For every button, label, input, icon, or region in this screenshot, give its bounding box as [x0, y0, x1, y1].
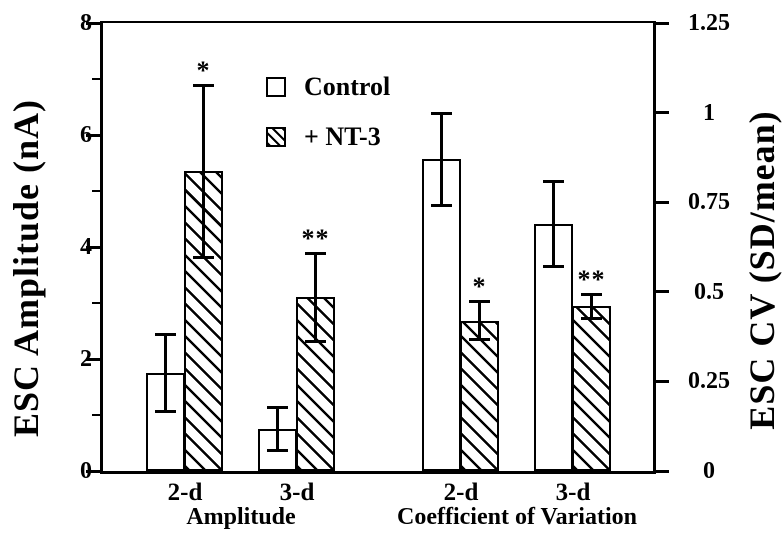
- right-axis-tick-label: 0.75: [688, 189, 730, 216]
- left-axis-tick-label: 2: [80, 346, 92, 372]
- error-bar-cap-bottom-amplitude-3-d-nt-3: [305, 340, 326, 344]
- plot-area: 0 2 4 6 8 0 0.25 0.5 0.75 1 1.25 * ** * **: [80, 11, 730, 483]
- x-section-label-coefficient-of-variation: Coefficient of Variation: [397, 504, 637, 530]
- significance-marker-amplitude-3-d-nt-3: **: [301, 223, 330, 253]
- bar-coefficient-of-variation-2-d-control: [422, 159, 461, 471]
- right-axis-tick: [656, 379, 669, 383]
- bar-coefficient-of-variation-3-d-nt-3: [572, 306, 611, 471]
- x-group-label-coefficient-of-variation-2-d: 2-d: [443, 479, 479, 506]
- x-section-label-amplitude: Amplitude: [186, 504, 296, 530]
- hatched-square-swatch-icon: [266, 127, 286, 147]
- legend: Control + NT-3: [266, 74, 390, 150]
- error-bar-line-coefficient-of-variation-2-d-control: [440, 112, 443, 206]
- significance-marker-amplitude-2-d-nt-3: *: [196, 55, 211, 85]
- left-axis-tick-label: 6: [80, 122, 92, 148]
- right-axis-tick-label: 1: [703, 99, 715, 126]
- error-bar-line-amplitude-3-d-nt-3: [314, 252, 317, 343]
- right-axis-tick-label: 0.5: [694, 278, 724, 305]
- legend-item-control: Control: [266, 74, 390, 100]
- right-axis-title-text: ESC CV (SD/mean): [742, 110, 782, 430]
- error-bar-line-coefficient-of-variation-2-d-nt-3: [478, 300, 481, 341]
- left-axis-minor-tick: [92, 301, 100, 305]
- error-bar-cap-bottom-coefficient-of-variation-2-d-nt-3: [469, 338, 490, 342]
- error-bar-cap-top-amplitude-3-d-nt-3: [305, 251, 326, 255]
- left-axis-major-tick: [86, 133, 100, 137]
- legend-label-nt3: + NT-3: [304, 122, 381, 151]
- error-bar-line-amplitude-3-d-control: [276, 406, 279, 452]
- x-group-label-coefficient-of-variation-3-d: 3-d: [555, 479, 591, 506]
- error-bar-cap-top-coefficient-of-variation-3-d-nt-3: [581, 292, 602, 296]
- error-bar-cap-bottom-amplitude-3-d-control: [267, 449, 288, 453]
- left-axis-minor-tick: [92, 413, 100, 417]
- right-axis-tick-label: 1.25: [688, 10, 730, 36]
- x-group-label-amplitude-2-d: 2-d: [167, 479, 203, 506]
- error-bar-cap-bottom-coefficient-of-variation-2-d-control: [431, 203, 452, 207]
- right-axis-tick: [656, 469, 669, 473]
- right-axis-tick: [656, 200, 669, 204]
- significance-marker-coefficient-of-variation-2-d-nt-3: *: [472, 271, 487, 301]
- error-bar-cap-top-amplitude-2-d-control: [155, 332, 176, 336]
- left-axis-major-tick: [86, 357, 100, 361]
- left-axis-major-tick: [86, 469, 100, 473]
- right-axis-tick: [656, 290, 669, 294]
- left-axis-tick-label: 0: [80, 458, 92, 484]
- error-bar-cap-top-coefficient-of-variation-2-d-control: [431, 111, 452, 115]
- error-bar-cap-bottom-coefficient-of-variation-3-d-nt-3: [581, 316, 602, 320]
- error-bar-cap-bottom-amplitude-2-d-control: [155, 410, 176, 414]
- error-bar-line-amplitude-2-d-control: [164, 333, 167, 413]
- error-bar-cap-top-coefficient-of-variation-3-d-control: [543, 179, 564, 183]
- left-axis-tick-label: 4: [80, 234, 92, 260]
- left-axis-minor-tick: [92, 77, 100, 81]
- left-axis-minor-tick: [92, 189, 100, 193]
- error-bar-cap-top-amplitude-2-d-nt-3: [193, 83, 214, 87]
- bar-coefficient-of-variation-2-d-nt-3: [460, 320, 499, 471]
- right-axis-tick-label: 0.25: [688, 368, 730, 395]
- error-bar-cap-bottom-amplitude-2-d-nt-3: [193, 256, 214, 260]
- significance-marker-coefficient-of-variation-3-d-nt-3: **: [577, 264, 606, 294]
- open-square-swatch-icon: [266, 77, 286, 97]
- legend-item-nt3: + NT-3: [266, 124, 390, 150]
- right-axis-tick: [656, 111, 669, 115]
- right-axis-tick: [656, 21, 669, 25]
- error-bar-cap-top-coefficient-of-variation-2-d-nt-3: [469, 299, 490, 303]
- error-bar-cap-top-amplitude-3-d-control: [267, 405, 288, 409]
- right-axis-tick-label: 0: [703, 458, 715, 484]
- left-axis-title-text: ESC Amplitude (nA): [6, 98, 46, 438]
- error-bar-line-coefficient-of-variation-3-d-control: [552, 180, 555, 267]
- left-axis-major-tick: [86, 21, 100, 25]
- x-group-label-amplitude-3-d: 3-d: [279, 479, 315, 506]
- error-bar-line-coefficient-of-variation-3-d-nt-3: [590, 293, 593, 319]
- legend-label-control: Control: [304, 72, 391, 101]
- error-bar-cap-bottom-coefficient-of-variation-3-d-control: [543, 264, 564, 268]
- error-bar-line-amplitude-2-d-nt-3: [202, 84, 205, 259]
- left-axis-tick-label: 8: [80, 10, 92, 36]
- left-axis-major-tick: [86, 245, 100, 249]
